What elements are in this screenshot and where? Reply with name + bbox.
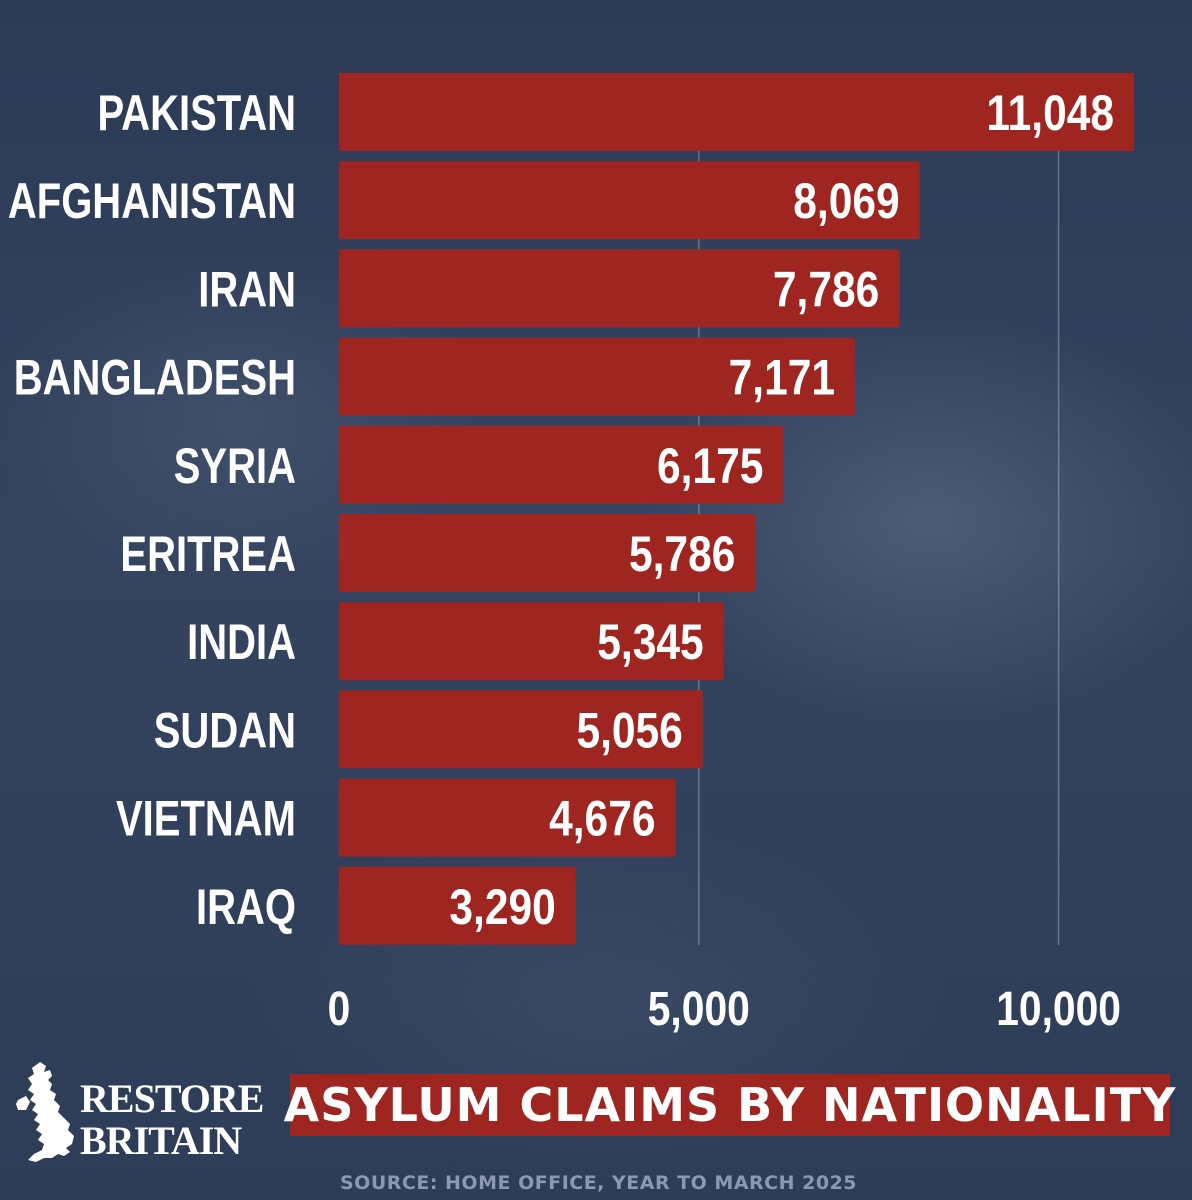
bar-afghanistan xyxy=(339,161,920,240)
category-labels: PAKISTAN AFGHANISTAN IRAN BANGLADESH SYRIA ER… xyxy=(8,85,296,935)
category-label-vietnam: VIETNAM xyxy=(116,791,296,847)
value-label-pakistan: 11,048 xyxy=(986,85,1114,141)
category-label-pakistan: PAKISTAN xyxy=(97,85,296,141)
category-label-iran: IRAN xyxy=(198,261,296,317)
value-label-bangladesh: 7,171 xyxy=(729,350,835,406)
x-tick-0: 0 xyxy=(328,983,351,1036)
value-label-eritrea: 5,786 xyxy=(629,526,735,582)
bar-pakistan xyxy=(339,73,1134,151)
bar-vietnam xyxy=(339,778,676,857)
category-label-india: INDIA xyxy=(187,614,296,670)
bar-iraq xyxy=(339,866,576,945)
bar-chart: PAKISTAN AFGHANISTAN IRAN BANGLADESH SYRIA ER… xyxy=(8,73,1134,1036)
value-label-iraq: 3,290 xyxy=(449,879,555,935)
bar-syria xyxy=(339,425,784,504)
x-tick-10,000: 10,000 xyxy=(996,983,1121,1036)
chart-title: ASYLUM CLAIMS BY NATIONALITY xyxy=(284,1074,1175,1136)
x-axis-ticks: 0 5,000 10,000 xyxy=(328,983,1121,1036)
category-label-iraq: IRAQ xyxy=(196,879,296,935)
bar-iran xyxy=(339,249,900,328)
bar-bangladesh xyxy=(339,337,856,416)
category-label-syria: SYRIA xyxy=(174,438,296,494)
x-tick-5,000: 5,000 xyxy=(648,983,750,1036)
bar-india xyxy=(339,602,724,681)
bar-eritrea xyxy=(339,514,756,592)
value-labels: 11,048 8,069 7,786 7,171 6,175 5,786 5,345 5,05… xyxy=(449,85,1114,935)
value-label-india: 5,345 xyxy=(597,614,703,670)
category-label-afghanistan: AFGHANISTAN xyxy=(8,173,296,229)
source-note: SOURCE: HOME OFFICE, YEAR TO MARCH 2025 xyxy=(340,1172,858,1194)
brand-line-2: BRITAIN xyxy=(80,1118,242,1163)
value-label-afghanistan: 8,069 xyxy=(793,173,899,229)
restore-britain-logo: RESTORE BRITAIN xyxy=(14,1060,274,1175)
value-label-iran: 7,786 xyxy=(773,261,879,317)
category-label-eritrea: ERITREA xyxy=(120,526,296,582)
category-label-sudan: SUDAN xyxy=(154,702,296,758)
bar-sudan xyxy=(339,690,703,769)
category-label-bangladesh: BANGLADESH xyxy=(14,350,296,406)
value-label-syria: 6,175 xyxy=(657,438,763,494)
value-label-sudan: 5,056 xyxy=(576,702,682,758)
value-label-vietnam: 4,676 xyxy=(549,791,655,847)
uk-map-icon xyxy=(16,1062,74,1162)
brand-line-1: RESTORE xyxy=(80,1076,264,1121)
bars xyxy=(339,73,1134,945)
